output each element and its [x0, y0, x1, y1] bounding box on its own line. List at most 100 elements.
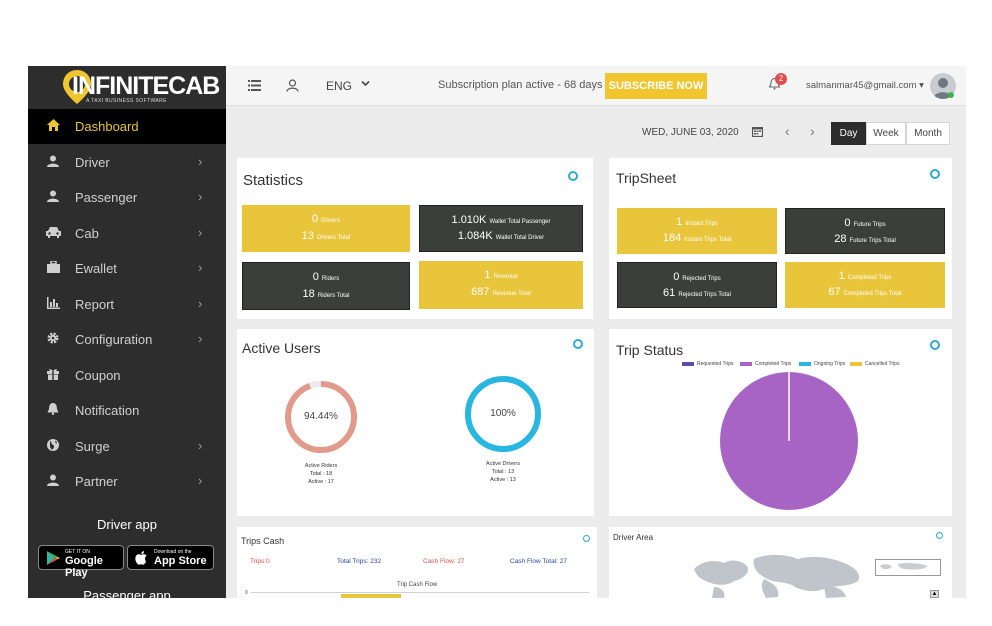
- riders-donut: [285, 381, 357, 453]
- sidebar-item-passenger[interactable]: Passenger ›: [28, 180, 226, 215]
- sidebar-item-ewallet[interactable]: Ewallet ›: [28, 251, 226, 286]
- tripsheet-panel: TripSheet 1 Instant Trips 184 Instant Tr…: [609, 158, 952, 319]
- subscribe-now-button[interactable]: SUBSCRIBE NOW: [605, 73, 707, 99]
- map-minimap[interactable]: [875, 559, 941, 576]
- sidebar-item-report[interactable]: Report ›: [28, 287, 226, 322]
- trip-card-rejected: 0 Rejected Trips 61 Rejected Trips Total: [617, 262, 777, 308]
- user-email-menu[interactable]: salmanmar45@gmail.com ▾: [806, 80, 924, 91]
- sidebar-item-label: Surge: [75, 439, 110, 454]
- drivers-donut-arc: [465, 376, 541, 452]
- sidebar-item-label: Cab: [75, 226, 99, 241]
- passenger-app-title: Passenger app: [83, 588, 171, 598]
- drivers-total: Total : 13: [491, 469, 515, 475]
- stat-label: Instant Trips Total: [684, 237, 732, 243]
- cash-flow-total-stat: Cash Flow Total: 27: [510, 558, 567, 565]
- bell-icon: [45, 403, 61, 417]
- sidebar-item-surge[interactable]: Surge ›: [28, 429, 226, 464]
- trips-cash-title: Trips Cash: [241, 536, 285, 546]
- bar-chart-icon: [45, 297, 61, 311]
- top-bar: ENG Subscription plan active - 68 days l…: [226, 66, 966, 106]
- legend-label: Completed Trips: [755, 361, 792, 367]
- tripsheet-title: TripSheet: [616, 170, 677, 186]
- stat-label: Riders: [321, 276, 340, 282]
- online-status-dot: [948, 92, 954, 98]
- sidebar-item-label: Configuration: [75, 332, 153, 347]
- view-month-button[interactable]: Month: [906, 122, 950, 145]
- gift-icon: [45, 368, 61, 382]
- google-play-big: Google Play: [65, 555, 103, 579]
- map-zoom-in-button[interactable]: ▲: [930, 590, 939, 598]
- user-icon: [45, 190, 61, 204]
- drivers-caption-block: Active Drivers Total : 13 Active : 13: [464, 460, 542, 484]
- calendar-icon[interactable]: [752, 126, 763, 137]
- trip-status-pie: [720, 372, 858, 510]
- next-day-icon[interactable]: ›: [810, 123, 815, 139]
- stat-value: 28: [834, 233, 847, 245]
- menu-toggle-icon[interactable]: [248, 79, 261, 94]
- riders-total: Total : 18: [309, 471, 333, 477]
- refresh-indicator-icon[interactable]: [583, 535, 590, 542]
- sidebar-item-configuration[interactable]: Configuration ›: [28, 322, 226, 357]
- stat-value: 0: [844, 217, 851, 229]
- stat-label: Drivers: [321, 218, 341, 224]
- refresh-indicator-icon[interactable]: [573, 339, 583, 349]
- active-users-panel: Active Users 94.44% Active Riders Total …: [237, 329, 594, 516]
- cash-flow-stat: Cash Flow: 27: [423, 558, 465, 565]
- sidebar-item-driver[interactable]: Driver ›: [28, 145, 226, 180]
- active-users-title: Active Users: [242, 340, 321, 356]
- subscription-status: Subscription plan active - 68 days left: [438, 79, 621, 91]
- stat-label: Wallet Total Driver: [495, 235, 545, 241]
- chevron-right-icon: ›: [198, 331, 203, 346]
- refresh-indicator-icon[interactable]: [930, 169, 940, 179]
- riders-caption: Active Riders: [304, 463, 338, 469]
- sidebar-item-notification[interactable]: Notification: [28, 393, 226, 428]
- stat-label: Rejected Trips Total: [678, 292, 731, 298]
- view-week-button[interactable]: Week: [866, 122, 906, 145]
- sidebar-item-cab[interactable]: Cab ›: [28, 216, 226, 251]
- stat-value: 0: [673, 271, 680, 283]
- google-play-button[interactable]: GET IT ON Google Play: [38, 545, 124, 579]
- sidebar-item-dashboard[interactable]: Dashboard: [28, 109, 226, 144]
- chevron-right-icon: ›: [198, 189, 203, 204]
- brand-name: INFINITECAB: [72, 72, 220, 100]
- trips-stat: Trips:0: [250, 558, 270, 565]
- view-day-button[interactable]: Day: [831, 122, 866, 145]
- sidebar-item-label: Passenger: [75, 190, 138, 205]
- chevron-right-icon: ›: [198, 225, 203, 240]
- stat-value: 687: [471, 286, 490, 298]
- app-window: INFINITECAB A TAXI BUSINESS SOFTWARE Das…: [28, 66, 966, 598]
- stat-card-wallet: 1.010K Wallet Total Passenger 1.084K Wal…: [419, 205, 583, 252]
- sidebar-item-coupon[interactable]: Coupon: [28, 358, 226, 393]
- user-icon: [45, 474, 61, 488]
- sidebar-item-partner[interactable]: Partner ›: [28, 464, 226, 499]
- profile-icon[interactable]: [286, 79, 299, 95]
- stat-value: 1.010K: [451, 214, 487, 226]
- language-select[interactable]: ENG: [326, 79, 353, 93]
- trip-card-completed: 1 Completed Trips 67 Completed Trips Tot…: [785, 262, 945, 308]
- app-store-button[interactable]: Download on the App Store: [127, 545, 214, 570]
- stat-label: Riders Total: [317, 293, 350, 299]
- apple-icon: [135, 551, 147, 565]
- refresh-indicator-icon[interactable]: [568, 171, 578, 181]
- y-axis-tick: 0: [245, 590, 248, 596]
- riders-percent: 94.44%: [304, 411, 338, 422]
- legend-label: Requested Trips: [697, 361, 734, 367]
- previous-day-icon[interactable]: ‹: [785, 123, 790, 139]
- riders-donut-arc: [285, 381, 357, 453]
- refresh-indicator-icon[interactable]: [930, 340, 940, 350]
- stat-value: 1: [676, 216, 683, 228]
- trip-cash-flow-chart-title: Trip Cash Flow: [397, 582, 438, 588]
- stat-value: 1: [838, 270, 845, 282]
- stat-value: 67: [828, 286, 841, 298]
- riders-caption-block: Active Riders Total : 18 Active : 17: [283, 462, 359, 486]
- chevron-down-icon[interactable]: [361, 77, 370, 91]
- legend-swatch: [740, 362, 752, 366]
- stat-value: 13: [301, 230, 314, 242]
- brand-logo[interactable]: INFINITECAB A TAXI BUSINESS SOFTWARE: [28, 66, 226, 109]
- refresh-indicator-icon[interactable]: [936, 532, 943, 539]
- user-email: salmanmar45@gmail.com: [806, 80, 917, 91]
- total-trips-stat: Total Trips: 232: [337, 558, 382, 565]
- trip-card-instant: 1 Instant Trips 184 Instant Trips Total: [617, 208, 777, 254]
- stat-label: Revenue: [493, 274, 518, 280]
- world-map[interactable]: [694, 551, 874, 598]
